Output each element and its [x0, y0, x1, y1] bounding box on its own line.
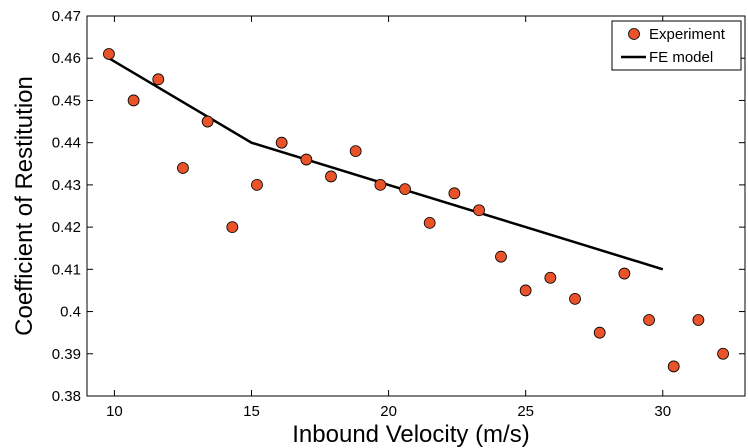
- y-axis: 0.38 0.39 0.4 0.41 0.42 0.43 0.44 0.45 0.46 0.47: [52, 8, 745, 405]
- experiment-point: [473, 204, 485, 217]
- experiment-point: [544, 271, 557, 284]
- x-tick-label: 15: [243, 403, 260, 420]
- experiment-point: [519, 284, 532, 297]
- experiment-point: [275, 136, 288, 149]
- y-axis-label: Coefficient of Restitution: [11, 76, 38, 336]
- y-tick-label: 0.38: [52, 388, 81, 405]
- experiment-point: [177, 162, 189, 174]
- x-tick-label: 10: [106, 403, 123, 420]
- experiment-point: [495, 250, 507, 263]
- experiment-point: [127, 94, 140, 107]
- legend-label-experiment: Experiment: [649, 26, 726, 43]
- y-tick-label: 0.42: [52, 219, 81, 236]
- experiment-point: [569, 292, 581, 305]
- y-tick-label: 0.4: [60, 304, 81, 321]
- experiment-point: [152, 73, 165, 86]
- x-axis-label: Inbound Velocity (m/s): [292, 421, 529, 448]
- legend-label-fe-model: FE model: [649, 49, 713, 66]
- experiment-point: [349, 145, 362, 158]
- experiment-point: [226, 221, 239, 234]
- experiment-point: [399, 183, 411, 196]
- y-tick-label: 0.44: [52, 135, 81, 152]
- legend-marker-experiment: [628, 28, 640, 40]
- fe-model-series: [108, 57, 664, 271]
- x-tick-label: 20: [380, 403, 397, 420]
- experiment-point: [374, 178, 387, 191]
- plot-area: [86, 15, 746, 397]
- experiment-point: [717, 347, 729, 360]
- experiment-point: [325, 170, 337, 183]
- x-tick-label: 30: [654, 403, 671, 420]
- y-tick-label: 0.39: [52, 346, 81, 363]
- x-axis: 10 15 20 25 30: [106, 16, 671, 420]
- experiment-point: [643, 314, 655, 326]
- y-tick-label: 0.41: [52, 261, 81, 278]
- y-tick-label: 0.46: [52, 50, 81, 67]
- experiment-point: [423, 216, 436, 229]
- experiment-point: [448, 187, 461, 200]
- experiment-point: [618, 267, 631, 280]
- legend: Experiment FE model: [611, 20, 742, 71]
- experiment-point: [251, 178, 263, 191]
- x-tick-label: 25: [517, 403, 534, 420]
- y-tick-label: 0.45: [52, 92, 81, 109]
- experiment-point: [103, 48, 115, 60]
- experiment-series: [103, 48, 729, 373]
- experiment-point: [300, 153, 313, 166]
- experiment-point: [201, 115, 214, 128]
- fe-model-line: [108, 57, 664, 271]
- experiment-point: [593, 326, 606, 339]
- y-tick-label: 0.43: [52, 177, 81, 194]
- experiment-point: [692, 314, 705, 326]
- experiment-point: [667, 360, 680, 373]
- y-tick-label: 0.47: [52, 8, 81, 25]
